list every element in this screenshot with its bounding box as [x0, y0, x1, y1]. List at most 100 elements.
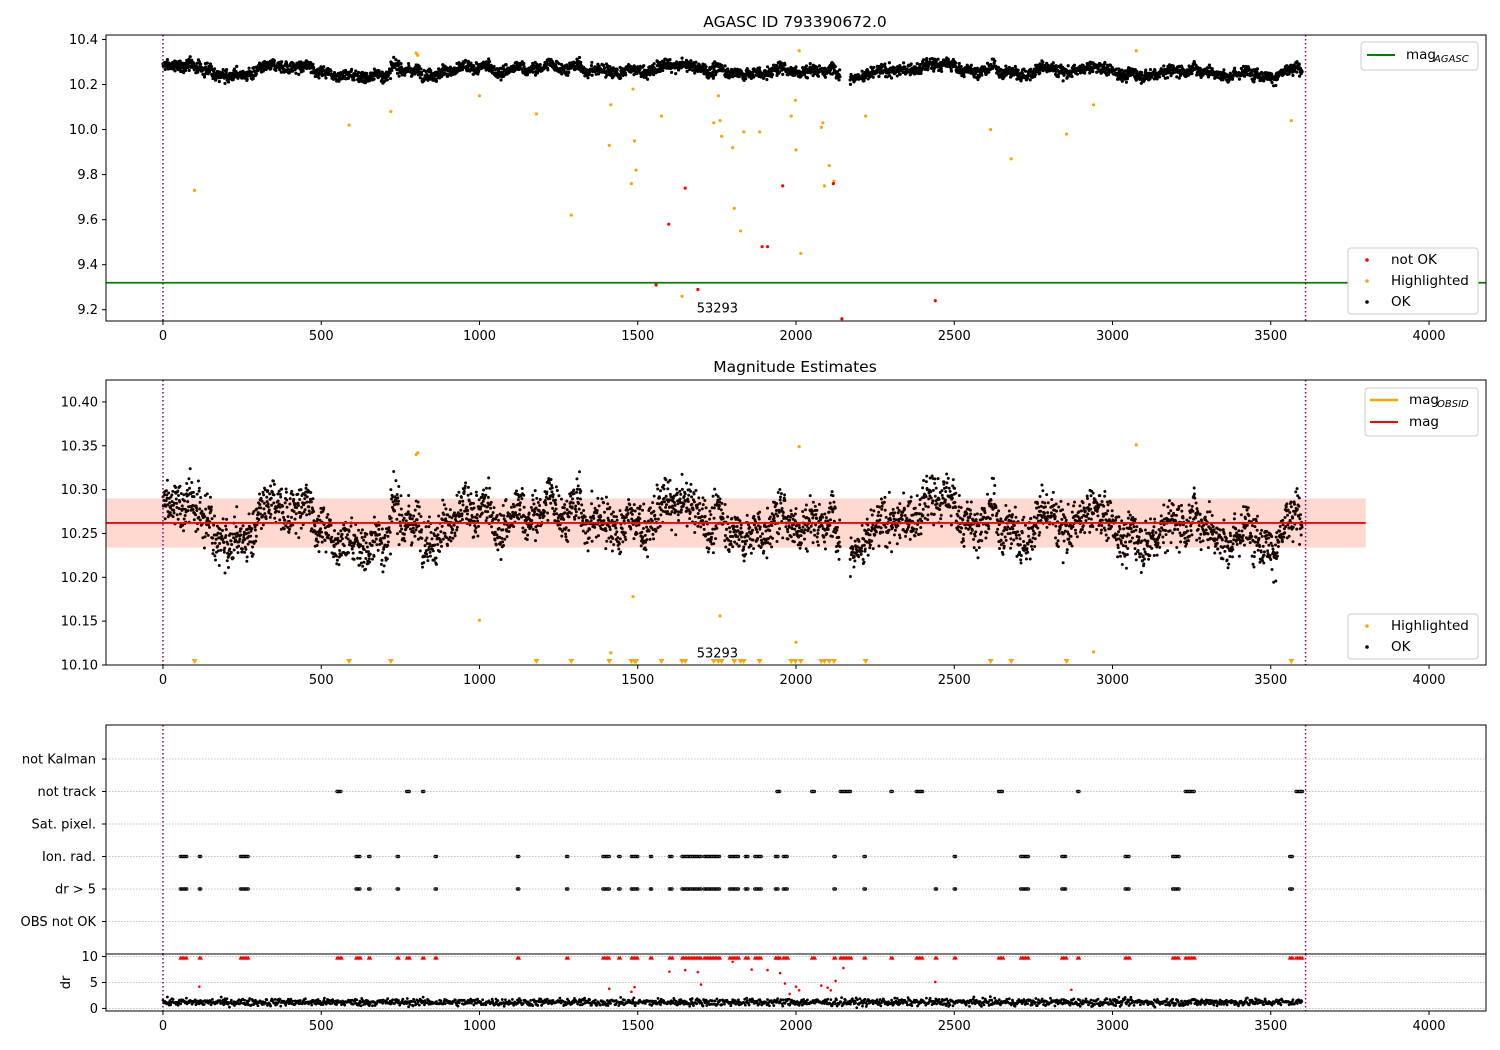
ok-point	[232, 67, 237, 71]
highlighted-point	[1009, 157, 1013, 161]
ok-point	[396, 499, 400, 503]
ok-point	[283, 518, 287, 522]
ok-point	[320, 540, 324, 544]
not-ok-point	[696, 287, 700, 292]
ok-point	[418, 76, 422, 80]
ok-point	[433, 543, 437, 547]
ok-point	[209, 508, 213, 512]
ok-point	[403, 539, 407, 543]
highlighted-point	[819, 125, 823, 129]
ok-point	[392, 470, 396, 474]
ok-point	[577, 507, 581, 511]
ok-point	[520, 487, 524, 491]
ok-point	[504, 498, 508, 502]
ok-point	[466, 59, 471, 64]
ok-point	[472, 535, 476, 539]
ok-point	[176, 517, 180, 521]
ok-point	[497, 526, 501, 530]
ok-point	[377, 532, 381, 536]
ok-point	[368, 560, 372, 564]
ok-point	[704, 65, 708, 69]
highlighted-point	[758, 130, 762, 134]
ok-point	[569, 511, 573, 515]
ok-point	[260, 499, 264, 503]
ok-point	[280, 487, 284, 491]
ok-point	[544, 503, 548, 507]
ok-point	[385, 78, 389, 82]
ok-point	[223, 546, 227, 550]
ok-point	[1270, 80, 1274, 85]
ok-point	[388, 530, 392, 534]
ok-point	[555, 488, 559, 492]
ok-point	[226, 542, 230, 546]
x-tick-label: 1000	[463, 329, 496, 344]
ok-point	[324, 550, 328, 554]
ok-point	[267, 508, 271, 512]
ok-point	[495, 514, 499, 518]
ok-point	[420, 536, 424, 540]
highlighted-point	[789, 114, 793, 118]
ok-point	[624, 73, 628, 77]
ok-point	[1155, 77, 1159, 81]
highlighted-point	[634, 168, 638, 172]
ok-point	[296, 492, 300, 496]
ok-point	[527, 511, 531, 515]
ok-point	[418, 549, 422, 553]
ok-point	[220, 528, 224, 532]
ok-point	[285, 498, 289, 502]
ok-point	[431, 549, 435, 553]
ok-point	[417, 505, 421, 509]
highlighted-point	[1065, 132, 1069, 136]
ok-point	[223, 75, 227, 79]
ok-point	[234, 525, 238, 529]
not-ok-point	[765, 245, 770, 249]
ok-point	[407, 504, 411, 508]
ok-point	[817, 64, 822, 68]
ok-point	[284, 487, 288, 491]
ok-point	[525, 537, 529, 541]
ok-point	[397, 513, 401, 517]
ok-point	[531, 527, 535, 531]
ok-point	[550, 486, 554, 490]
ok-point	[413, 534, 417, 538]
ok-point	[187, 68, 191, 73]
ok-point	[549, 477, 553, 481]
ok-point	[399, 524, 403, 528]
ok-point	[182, 499, 186, 503]
ok-point	[202, 546, 206, 550]
ok-point	[257, 518, 261, 522]
ok-point	[449, 539, 453, 543]
ok-point	[490, 525, 494, 529]
ok-point	[1120, 79, 1124, 83]
ok-point	[195, 509, 199, 513]
ok-point	[397, 74, 401, 78]
ok-point	[167, 491, 171, 495]
ok-point	[164, 489, 168, 493]
ok-point	[488, 60, 492, 64]
ok-point	[395, 68, 399, 72]
ok-point	[265, 495, 269, 499]
ok-point	[833, 65, 837, 69]
ok-point	[307, 509, 311, 513]
ok-point	[531, 493, 535, 497]
ok-point	[550, 490, 554, 494]
ok-point	[567, 528, 571, 532]
ok-point	[287, 530, 291, 534]
ok-point	[402, 532, 406, 536]
ok-point	[219, 75, 223, 80]
ok-point	[579, 60, 583, 65]
ok-point	[1165, 76, 1170, 80]
ok-point	[459, 495, 463, 499]
ok-point	[309, 491, 313, 495]
ok-point	[573, 507, 577, 511]
ok-point	[269, 484, 273, 488]
highlighted-point	[632, 139, 637, 143]
ok-point	[239, 527, 243, 531]
ok-point	[507, 529, 511, 533]
ok-point	[542, 514, 546, 518]
ok-point	[251, 552, 255, 556]
ok-point	[230, 543, 234, 547]
ok-point	[564, 535, 568, 539]
ok-point	[689, 59, 693, 63]
